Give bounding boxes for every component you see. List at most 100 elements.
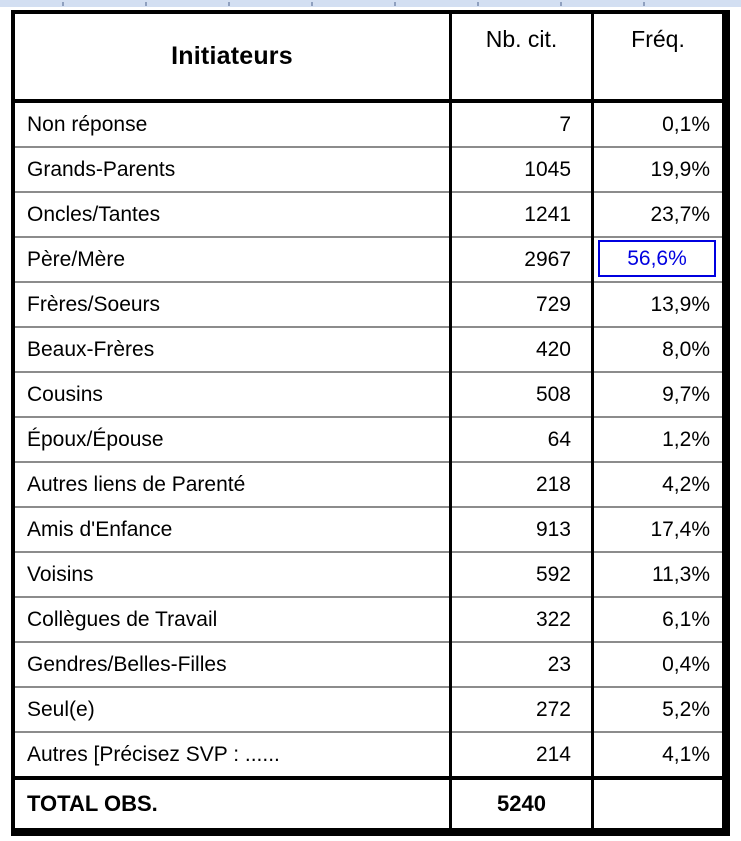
table-row: Époux/Épouse 64 1,2% bbox=[15, 418, 722, 463]
column-divider bbox=[449, 238, 452, 283]
column-divider bbox=[449, 688, 452, 733]
column-divider bbox=[591, 553, 594, 598]
total-freq-cell[interactable] bbox=[594, 780, 722, 828]
column-divider bbox=[449, 103, 452, 148]
table-row: Autres [Précisez SVP : ...... 214 4,1% bbox=[15, 733, 722, 776]
column-divider bbox=[591, 688, 594, 733]
freq-cell[interactable]: 0,4% bbox=[594, 643, 722, 688]
freq-cell[interactable]: 6,1% bbox=[594, 598, 722, 643]
count-cell[interactable]: 23 bbox=[452, 643, 591, 688]
column-divider bbox=[449, 508, 452, 553]
column-divider bbox=[591, 14, 594, 99]
column-divider bbox=[591, 733, 594, 776]
count-cell[interactable]: 729 bbox=[452, 283, 591, 328]
table-row: Père/Mère 2967 56,6% bbox=[15, 238, 722, 283]
freq-cell[interactable]: 0,1% bbox=[594, 103, 722, 148]
count-cell[interactable]: 592 bbox=[452, 553, 591, 598]
table-row: Oncles/Tantes 1241 23,7% bbox=[15, 193, 722, 238]
column-divider bbox=[591, 508, 594, 553]
column-divider bbox=[449, 418, 452, 463]
column-divider bbox=[449, 14, 452, 99]
count-cell[interactable]: 913 bbox=[452, 508, 591, 553]
freq-cell[interactable]: 13,9% bbox=[594, 283, 722, 328]
total-label: TOTAL OBS. bbox=[15, 780, 449, 828]
count-cell[interactable]: 7 bbox=[452, 103, 591, 148]
row-label: Grands-Parents bbox=[15, 148, 449, 193]
freq-cell[interactable]: 11,3% bbox=[594, 553, 722, 598]
row-label: Amis d'Enfance bbox=[15, 508, 449, 553]
table-row: Seul(e) 272 5,2% bbox=[15, 688, 722, 733]
table-row: Frères/Soeurs 729 13,9% bbox=[15, 283, 722, 328]
count-cell[interactable]: 420 bbox=[452, 328, 591, 373]
count-cell[interactable]: 214 bbox=[452, 733, 591, 776]
freq-cell[interactable]: 4,1% bbox=[594, 733, 722, 776]
freq-cell-highlighted[interactable]: 56,6% bbox=[594, 238, 722, 283]
row-label: Cousins bbox=[15, 373, 449, 418]
column-divider bbox=[591, 103, 594, 148]
column-divider bbox=[449, 193, 452, 238]
header-freq-cell: Fréq. bbox=[594, 14, 722, 99]
count-cell[interactable]: 322 bbox=[452, 598, 591, 643]
table-header: Initiateurs Nb. cit. Fréq. bbox=[15, 14, 722, 99]
column-divider bbox=[449, 463, 452, 508]
header-separator bbox=[15, 99, 722, 103]
column-divider bbox=[449, 733, 452, 776]
column-divider bbox=[591, 193, 594, 238]
table-row: Non réponse 7 0,1% bbox=[15, 103, 722, 148]
column-divider bbox=[591, 598, 594, 643]
count-cell[interactable]: 218 bbox=[452, 463, 591, 508]
freq-cell[interactable]: 23,7% bbox=[594, 193, 722, 238]
total-row: TOTAL OBS. 5240 bbox=[15, 780, 722, 828]
column-divider bbox=[449, 328, 452, 373]
freq-cell[interactable]: 17,4% bbox=[594, 508, 722, 553]
header-title-cell: Initiateurs bbox=[15, 14, 449, 99]
column-divider bbox=[591, 780, 594, 828]
column-divider bbox=[591, 643, 594, 688]
freq-cell[interactable]: 4,2% bbox=[594, 463, 722, 508]
column-divider bbox=[449, 553, 452, 598]
column-divider bbox=[591, 418, 594, 463]
count-cell[interactable]: 64 bbox=[452, 418, 591, 463]
header-count-cell: Nb. cit. bbox=[452, 14, 591, 99]
row-label: Autres [Précisez SVP : ...... bbox=[15, 733, 449, 776]
row-label: Autres liens de Parenté bbox=[15, 463, 449, 508]
table-row: Gendres/Belles-Filles 23 0,4% bbox=[15, 643, 722, 688]
freq-cell[interactable]: 19,9% bbox=[594, 148, 722, 193]
column-divider bbox=[449, 780, 452, 828]
count-cell[interactable]: 1241 bbox=[452, 193, 591, 238]
count-cell[interactable]: 272 bbox=[452, 688, 591, 733]
freq-cell[interactable]: 9,7% bbox=[594, 373, 722, 418]
ruler-strip bbox=[0, 0, 741, 7]
freq-cell[interactable]: 1,2% bbox=[594, 418, 722, 463]
column-divider bbox=[591, 283, 594, 328]
column-divider bbox=[449, 148, 452, 193]
count-cell[interactable]: 1045 bbox=[452, 148, 591, 193]
column-divider bbox=[591, 148, 594, 193]
column-divider bbox=[591, 463, 594, 508]
column-divider bbox=[591, 373, 594, 418]
row-label: Père/Mère bbox=[15, 238, 449, 283]
row-label: Gendres/Belles-Filles bbox=[15, 643, 449, 688]
total-separator bbox=[15, 776, 722, 780]
row-label: Voisins bbox=[15, 553, 449, 598]
count-cell[interactable]: 2967 bbox=[452, 238, 591, 283]
table-row: Beaux-Frères 420 8,0% bbox=[15, 328, 722, 373]
count-cell[interactable]: 508 bbox=[452, 373, 591, 418]
selected-value-box[interactable]: 56,6% bbox=[598, 240, 716, 277]
column-divider bbox=[449, 283, 452, 328]
freq-column-header: Fréq. bbox=[631, 26, 685, 52]
column-divider bbox=[449, 643, 452, 688]
column-divider bbox=[449, 598, 452, 643]
freq-cell[interactable]: 8,0% bbox=[594, 328, 722, 373]
total-count-cell[interactable]: 5240 bbox=[452, 780, 591, 828]
row-label: Beaux-Frères bbox=[15, 328, 449, 373]
table-row: Cousins 508 9,7% bbox=[15, 373, 722, 418]
row-label: Frères/Soeurs bbox=[15, 283, 449, 328]
column-divider bbox=[591, 328, 594, 373]
freq-cell[interactable]: 5,2% bbox=[594, 688, 722, 733]
table-row: Autres liens de Parenté 218 4,2% bbox=[15, 463, 722, 508]
count-column-header: Nb. cit. bbox=[485, 26, 558, 52]
table-row: Collègues de Travail 322 6,1% bbox=[15, 598, 722, 643]
table-row: Voisins 592 11,3% bbox=[15, 553, 722, 598]
